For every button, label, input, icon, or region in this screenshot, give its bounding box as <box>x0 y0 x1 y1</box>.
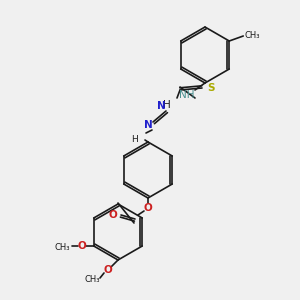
Text: H: H <box>131 136 138 145</box>
Text: N: N <box>144 120 152 130</box>
Text: O: O <box>109 210 117 220</box>
Text: N: N <box>157 101 165 111</box>
Text: CH₃: CH₃ <box>244 32 260 40</box>
Text: O: O <box>77 241 86 251</box>
Text: CH₃: CH₃ <box>54 244 70 253</box>
Text: O: O <box>144 203 152 213</box>
Text: H: H <box>163 100 171 110</box>
Text: NH: NH <box>179 90 195 100</box>
Text: S: S <box>207 83 214 93</box>
Text: O: O <box>103 265 112 275</box>
Text: CH₃: CH₃ <box>85 275 100 284</box>
